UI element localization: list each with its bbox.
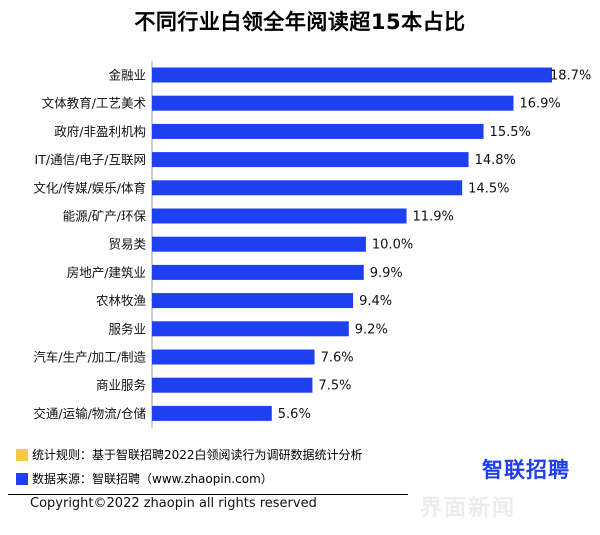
zhaopin-logo: 智联招聘	[482, 458, 570, 482]
blue-square-icon	[16, 472, 28, 485]
note-stat-rule: 统计规则：基于智联招聘2022白领阅读行为调研数据统计分析	[16, 446, 363, 463]
value-label: 15.5%	[490, 125, 531, 140]
value-label: 11.9%	[413, 210, 454, 225]
bar	[152, 349, 315, 365]
category-label: 政府/非盈利机构	[54, 124, 146, 139]
bar	[152, 67, 552, 83]
bar	[152, 293, 354, 309]
note-data-source: 数据来源：智联招聘（www.zhaopin.com）	[16, 470, 273, 487]
bar	[152, 95, 514, 111]
category-label: 房地产/建筑业	[67, 265, 146, 280]
bar	[152, 321, 349, 337]
bar	[152, 264, 364, 280]
value-label: 9.9%	[370, 266, 403, 281]
category-label: 农林牧渔	[96, 293, 146, 308]
category-label: 交通/运输/物流/仓储	[33, 406, 146, 421]
footer-divider	[8, 494, 408, 495]
copyright-text: Copyright©2022 zhaopin all rights reserv…	[30, 496, 317, 511]
category-label: 汽车/生产/加工/制造	[33, 350, 146, 365]
bar	[152, 208, 407, 224]
value-label: 18.7%	[550, 69, 591, 84]
value-label: 7.5%	[318, 379, 351, 394]
bar	[152, 180, 463, 196]
category-label: 金融业	[108, 68, 146, 83]
value-label: 14.8%	[475, 153, 516, 168]
category-label: 贸易类	[108, 237, 146, 252]
note-data-source-text: 数据来源：智联招聘（www.zhaopin.com）	[32, 472, 273, 486]
category-label: 文化/传媒/娱乐/体育	[33, 180, 146, 195]
category-label: 商业服务	[96, 378, 146, 393]
value-label: 7.6%	[321, 351, 354, 366]
note-stat-rule-text: 统计规则：基于智联招聘2022白领阅读行为调研数据统计分析	[32, 448, 363, 462]
bar-chart: 金融业 18.7% 文体教育/工艺美术 16.9% 政府/非盈利机构 15.5% IT/通信…	[33, 60, 591, 428]
value-label: 9.2%	[355, 322, 388, 337]
yellow-square-icon	[16, 448, 28, 461]
bar	[152, 405, 272, 421]
bar	[152, 377, 313, 393]
category-label: 文体教育/工艺美术	[42, 96, 147, 111]
value-label: 5.6%	[278, 407, 311, 422]
bar	[152, 236, 366, 252]
watermark: 界面新闻	[420, 496, 517, 521]
value-label: 9.4%	[359, 294, 392, 309]
category-label: 能源/矿产/环保	[63, 209, 147, 224]
value-label: 10.0%	[372, 238, 413, 253]
chart-title: 不同行业白领全年阅读超15本占比	[134, 10, 466, 34]
bar	[152, 123, 484, 139]
value-label: 14.5%	[468, 181, 509, 196]
value-label: 16.9%	[519, 97, 560, 112]
category-label: IT/通信/电子/互联网	[35, 152, 146, 167]
bar	[152, 152, 469, 168]
category-label: 服务业	[108, 321, 146, 336]
